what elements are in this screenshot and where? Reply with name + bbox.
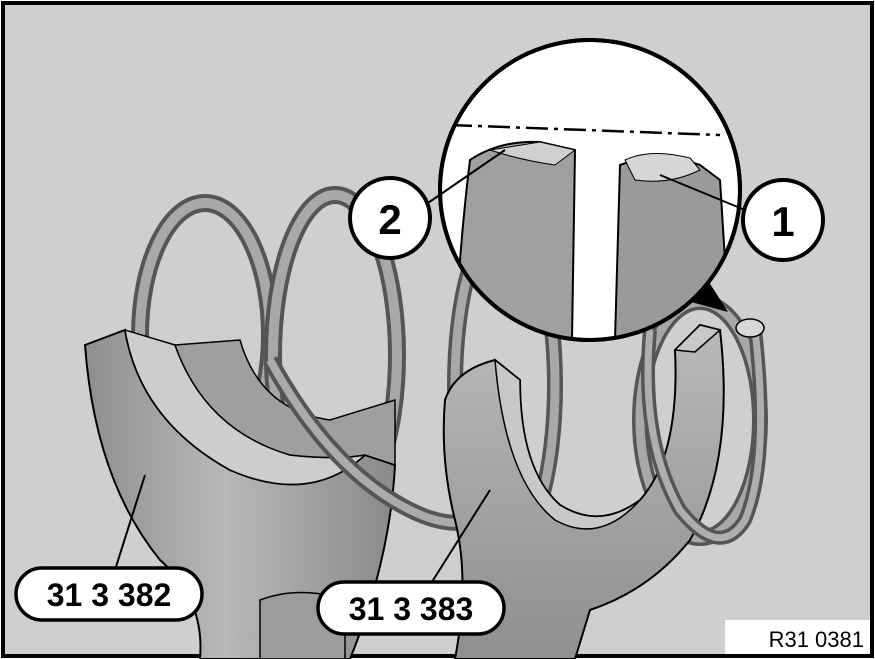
tool-number-left: 31 3 382 xyxy=(47,577,172,613)
callout-1-leader xyxy=(659,174,746,211)
callout-1: 1 xyxy=(741,178,825,262)
tool-right-leader xyxy=(429,489,491,586)
callout-2-number: 2 xyxy=(378,196,401,243)
tool-left-leader xyxy=(114,474,146,571)
tool-label-left: 31 3 382 xyxy=(14,566,204,622)
tool-label-right: 31 3 383 xyxy=(316,580,506,636)
detail-magnifier xyxy=(438,38,742,342)
tool-number-right: 31 3 383 xyxy=(349,591,474,627)
alignment-reference-line xyxy=(449,123,721,137)
spring-compressor-plate-right xyxy=(442,323,725,659)
callout-1-number: 1 xyxy=(771,198,794,245)
figure-code: R31 0381 xyxy=(769,627,864,652)
callout-2-leader xyxy=(424,149,506,206)
figure-code-bg xyxy=(725,620,870,654)
callout-2: 2 xyxy=(348,176,432,260)
